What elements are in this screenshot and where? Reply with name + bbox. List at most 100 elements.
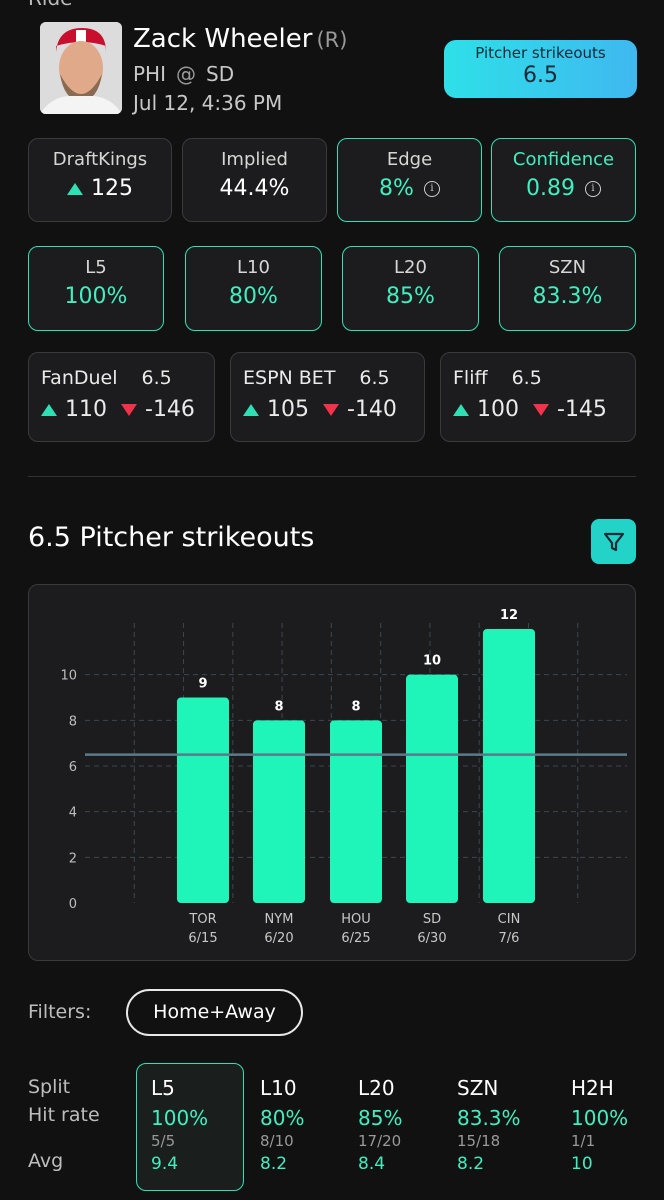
y-tick-label: 8 — [69, 714, 77, 729]
implied-value: 44.4% — [219, 176, 290, 201]
edge-label: Edge — [386, 149, 433, 170]
book-name: ESPN BET — [243, 367, 336, 389]
book-fliff[interactable]: Fliff 6.5 100 -145 — [440, 352, 636, 442]
split-rate: 80% — [260, 1106, 305, 1130]
player-avatar — [40, 22, 122, 114]
split-label: Split — [28, 1076, 71, 1098]
over-odds: 105 — [267, 397, 309, 422]
split-col-l5[interactable]: L5 100% 5/5 9.4 — [151, 1076, 255, 1174]
confidence-label: Confidence — [512, 149, 615, 170]
hit-rate-label: Hit rate — [28, 1104, 100, 1126]
x-tick-date: 6/30 — [417, 931, 446, 946]
under-odds: -146 — [145, 397, 195, 422]
filter-button[interactable] — [591, 519, 636, 564]
draftkings-label: DraftKings — [52, 149, 148, 170]
bar-value-label: 10 — [423, 654, 441, 669]
confidence-box[interactable]: Confidence 0.89 i — [491, 138, 636, 222]
x-tick-date: 6/15 — [188, 931, 217, 946]
edge-box[interactable]: Edge 8% i — [337, 138, 482, 222]
split-avg: 9.4 — [151, 1154, 179, 1174]
y-tick-label: 4 — [69, 806, 77, 821]
book-name: Fliff — [453, 367, 488, 389]
under-odds: -145 — [557, 397, 607, 422]
hitrate-l5[interactable]: L5 100% — [28, 246, 164, 331]
bar-nym — [253, 720, 305, 903]
split-count: 8/10 — [260, 1132, 294, 1150]
confidence-value: 0.89 — [526, 176, 575, 201]
bar-cin — [483, 629, 535, 903]
x-tick-date: 6/25 — [341, 931, 370, 946]
y-tick-label: 10 — [60, 669, 77, 684]
bar-chart: 0 2 4 6 8 10 9 TOR 6/15 8 NYM 6/20 8 HOU 6/25 10 SD 6/30 1… — [60, 608, 627, 946]
prop-line: 6.5 — [523, 63, 558, 88]
x-tick-label: HOU — [341, 912, 371, 927]
bar-value-label: 8 — [274, 699, 283, 714]
implied-box: Implied 44.4% — [182, 138, 327, 222]
hitrate-l20[interactable]: L20 85% — [342, 246, 479, 331]
section-label-cut: Ride — [28, 0, 72, 10]
chart-section-title: 6.5 Pitcher strikeouts — [28, 522, 315, 553]
x-tick-date: 6/20 — [264, 931, 293, 946]
down-arrow-icon — [121, 404, 137, 416]
x-tick-label: NYM — [265, 912, 294, 927]
split-name: H2H — [571, 1076, 614, 1100]
hitrate-value: 100% — [64, 284, 128, 309]
split-count: 15/18 — [457, 1132, 501, 1150]
up-arrow-icon — [453, 404, 469, 416]
avg-label: Avg — [28, 1150, 64, 1172]
under-odds: -140 — [347, 397, 397, 422]
info-icon[interactable]: i — [584, 181, 601, 197]
hitrate-label: L10 — [237, 257, 270, 278]
chart-card: 0 2 4 6 8 10 9 TOR 6/15 8 NYM 6/20 8 HOU 6/25 10 SD 6/30 1… — [28, 584, 636, 961]
prop-label: Pitcher strikeouts — [475, 44, 606, 62]
split-avg: 10 — [571, 1154, 593, 1174]
split-name: SZN — [457, 1076, 499, 1100]
x-tick-label: SD — [423, 912, 441, 927]
y-tick-label: 6 — [69, 760, 77, 775]
hitrate-l10[interactable]: L10 80% — [185, 246, 322, 331]
split-col-szn[interactable]: SZN 83.3% 15/18 8.2 — [457, 1076, 561, 1174]
split-count: 5/5 — [151, 1132, 176, 1150]
book-name: FanDuel — [41, 367, 118, 389]
filter-icon — [603, 532, 624, 551]
x-tick-label: CIN — [498, 912, 521, 927]
over-odds: 110 — [65, 397, 107, 422]
split-row-labels: Split Hit rate Avg — [28, 1076, 100, 1178]
hitrate-value: 85% — [386, 284, 435, 309]
bar-value-label: 12 — [500, 608, 518, 623]
throw-hand: (R) — [316, 28, 348, 52]
split-avg: 8.2 — [457, 1154, 485, 1174]
book-espnbet[interactable]: ESPN BET 6.5 105 -140 — [230, 352, 425, 442]
book-line: 6.5 — [359, 367, 390, 389]
up-arrow-icon — [41, 404, 57, 416]
home-away-filter[interactable]: Home+Away — [126, 989, 303, 1036]
down-arrow-icon — [323, 404, 339, 416]
info-icon[interactable]: i — [423, 181, 440, 197]
hitrate-value: 83.3% — [532, 284, 603, 309]
hitrate-value: 80% — [229, 284, 278, 309]
split-col-l20[interactable]: L20 85% 17/20 8.4 — [358, 1076, 462, 1174]
book-fanduel[interactable]: FanDuel 6.5 110 -146 — [28, 352, 215, 442]
hitrate-label: L5 — [85, 257, 107, 278]
hitrate-szn[interactable]: SZN 83.3% — [499, 246, 636, 331]
implied-label: Implied — [221, 149, 288, 170]
bar-value-label: 8 — [351, 699, 360, 714]
split-col-h2h[interactable]: H2H 100% 1/1 10 — [571, 1076, 651, 1174]
y-tick-label: 2 — [69, 851, 77, 866]
matchup: PHI @ SD — [133, 62, 234, 86]
bar-tor — [177, 697, 229, 903]
split-avg: 8.4 — [358, 1154, 386, 1174]
prop-badge[interactable]: Pitcher strikeouts 6.5 — [444, 40, 637, 98]
split-name: L10 — [260, 1076, 297, 1100]
split-name: L20 — [358, 1076, 395, 1100]
split-col-l10[interactable]: L10 80% 8/10 8.2 — [260, 1076, 364, 1174]
split-avg: 8.2 — [260, 1154, 288, 1174]
down-arrow-icon — [533, 404, 549, 416]
divider — [28, 476, 636, 477]
bar-value-label: 9 — [198, 677, 207, 692]
x-tick-date: 7/6 — [499, 931, 520, 946]
draftkings-box[interactable]: DraftKings 125 — [28, 138, 172, 222]
opponent: SD — [206, 62, 235, 86]
player-name[interactable]: Zack Wheeler (R) — [133, 24, 347, 54]
split-selected-highlight[interactable] — [136, 1063, 244, 1191]
